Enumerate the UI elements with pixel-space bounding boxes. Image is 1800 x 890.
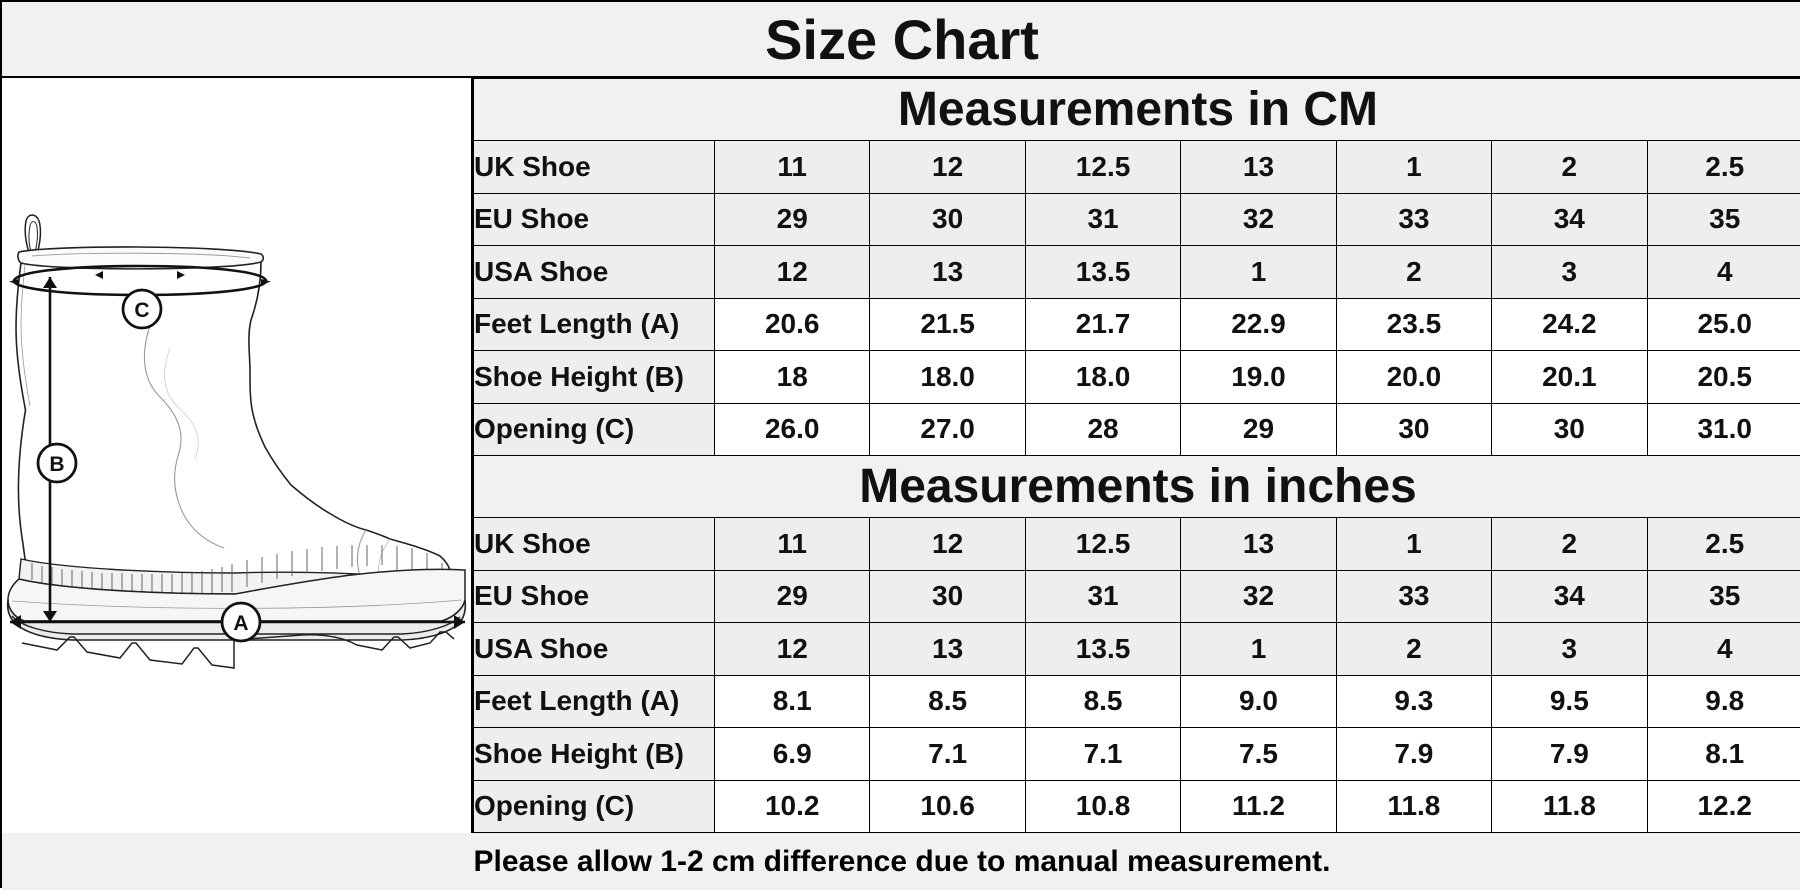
svg-text:B: B [49,453,64,476]
svg-text:C: C [134,299,149,322]
svg-text:A: A [233,612,248,635]
